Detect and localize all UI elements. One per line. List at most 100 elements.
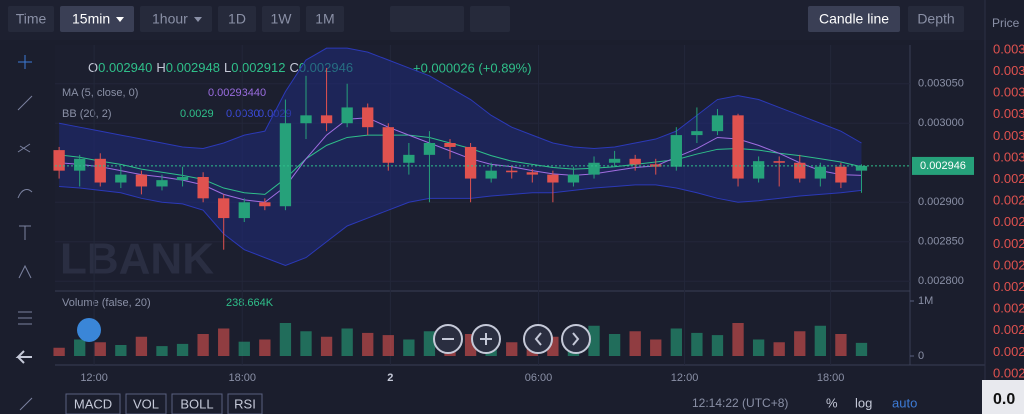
candle-body (464, 146, 477, 179)
collapse-tool[interactable] (15, 350, 32, 364)
y-tick-label: 0.002800 (918, 275, 964, 287)
indicator-button[interactable] (125, 393, 167, 414)
bollinger-band (59, 48, 862, 266)
toolbar-button[interactable] (218, 6, 256, 32)
panel-header: Price (992, 16, 1020, 30)
axis-option[interactable]: % (826, 395, 838, 410)
left-icon (534, 332, 542, 346)
panel-price: 0.0029 (993, 301, 1024, 316)
indicator-label: BOLL (180, 396, 213, 411)
bb-upper-value: 0.0030 (226, 108, 260, 120)
candle-body (197, 176, 209, 199)
crosshair-tool[interactable] (18, 55, 32, 69)
indicator-button[interactable] (171, 393, 223, 414)
price-input[interactable] (982, 380, 1024, 414)
indicators-button[interactable] (424, 6, 464, 32)
candle-body (218, 198, 230, 219)
indicator-button[interactable] (227, 393, 263, 414)
settings-button[interactable] (390, 6, 430, 32)
nav-buttons (77, 318, 591, 354)
x-tick-label: 12:00 (671, 372, 699, 384)
indicator-label: RSI (234, 396, 256, 411)
ruler-tool[interactable] (19, 397, 33, 411)
candle-body (835, 166, 847, 183)
ohlc-value: 0.002912 (231, 60, 285, 75)
candle-body (115, 174, 127, 183)
panel-price: 0.003 (993, 106, 1024, 121)
candle-body (341, 107, 353, 124)
volume-bar (547, 336, 559, 356)
volume-bar (794, 331, 806, 356)
x-tick-label: 18:00 (228, 372, 256, 384)
x-tick-label: 2 (387, 372, 393, 384)
fullscreen-button[interactable] (470, 6, 510, 32)
volume-bar (814, 325, 826, 356)
toolbar-button[interactable] (306, 6, 344, 32)
view-button[interactable] (908, 6, 964, 32)
volume-tick-label: 1M (918, 295, 933, 307)
fib-tool[interactable] (17, 143, 31, 153)
volume-bar (732, 323, 744, 356)
candle-body (135, 174, 148, 187)
toolbar-button[interactable] (60, 6, 134, 32)
axis-option[interactable]: log (855, 395, 872, 410)
text-tool[interactable] (19, 225, 31, 240)
line-tool[interactable] (17, 95, 33, 111)
logo-button[interactable] (77, 318, 101, 342)
volume-bar (259, 339, 271, 356)
toolbar-button[interactable] (140, 6, 212, 32)
panel-price: 0.0030 (993, 63, 1024, 78)
axis-option[interactable]: auto (892, 395, 917, 410)
panel-price: 0.0030 (993, 41, 1024, 56)
candle-body (691, 131, 703, 136)
ohlc-key: O (88, 60, 98, 75)
view-button[interactable] (808, 6, 900, 32)
right-icon (572, 332, 580, 346)
panel-price: 0.0029 (993, 279, 1024, 294)
panel-price: 0.0029 (993, 171, 1024, 186)
candle-body (94, 158, 106, 183)
toolbar-label: Time (16, 11, 47, 27)
panel-price: 0.0029 (993, 236, 1024, 251)
ohlc-key: L (224, 60, 231, 75)
candle-body (156, 180, 168, 187)
candle-body (238, 202, 250, 219)
volume-bar (691, 332, 703, 356)
ohlc-value: 0.002948 (166, 60, 220, 75)
toolbar-button[interactable] (8, 6, 54, 32)
volume-bar (135, 336, 148, 356)
view-label: Depth (917, 11, 954, 27)
candle-body (300, 115, 312, 124)
candle-body (794, 162, 806, 179)
panel-price: 0.0030 (993, 128, 1024, 143)
y-tick-label: 0.002900 (918, 196, 964, 208)
candle-body (608, 158, 621, 163)
scroll-right-button[interactable] (561, 324, 591, 354)
indicator-button[interactable] (65, 393, 121, 414)
candle-body (506, 170, 518, 173)
pattern-tool[interactable] (18, 264, 32, 279)
toolbar-button[interactable] (262, 6, 300, 32)
candle-body (74, 158, 86, 171)
last-price-label: 0.002946 (920, 160, 966, 172)
toolbar-label: 1W (271, 11, 293, 27)
x-tick-label: 12:00 (80, 372, 108, 384)
volume-value: 238.664K (226, 297, 274, 309)
side-toolbar (15, 55, 33, 411)
volume-bar (423, 331, 436, 356)
candle-body (670, 135, 682, 167)
candle-body (567, 174, 580, 183)
volume-legend: Volume (false, 20) (62, 297, 151, 309)
ma-value: 0.00293440 (208, 87, 266, 99)
volume-bar (238, 341, 250, 356)
scroll-left-button[interactable] (523, 324, 553, 354)
panel-price: 0.0030 (993, 149, 1024, 164)
ma-legend: MA (5, close, 0) (62, 87, 138, 99)
volume-bar (835, 334, 847, 356)
brush-tool[interactable] (17, 189, 33, 199)
change-legend: +0.000026 (+0.89%) (413, 60, 532, 75)
volume-bar (279, 323, 292, 356)
measure-tool[interactable] (18, 311, 32, 325)
panel-price: 0.0029 (993, 365, 1024, 380)
